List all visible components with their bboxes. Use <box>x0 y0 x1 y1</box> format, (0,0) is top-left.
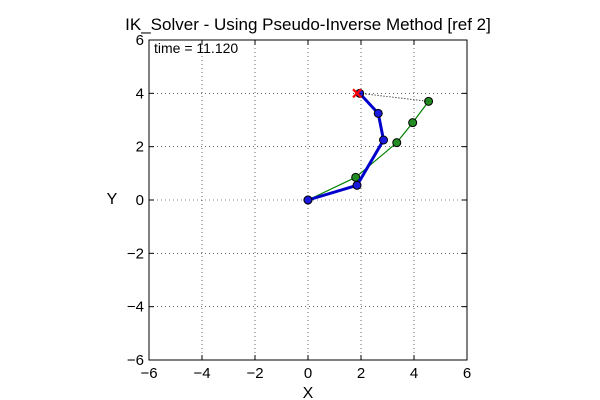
y-axis-label: Y <box>107 191 118 208</box>
green-arm-line <box>307 100 430 201</box>
blue-arm-point <box>352 180 362 190</box>
y-tick-label: 4 <box>136 85 144 102</box>
green-arm-point <box>408 118 418 128</box>
blue-arm-point <box>373 108 383 118</box>
x-tick-label: 4 <box>410 365 418 382</box>
y-tick-label: 2 <box>136 139 144 156</box>
dotted-link-line <box>359 92 429 102</box>
y-tick-label: 0 <box>136 192 144 209</box>
chart-title: IK_Solver - Using Pseudo-Inverse Method … <box>125 15 491 34</box>
x-tick-label: −2 <box>246 365 263 382</box>
x-tick-label: 0 <box>304 365 312 382</box>
y-tick-label: −6 <box>127 352 144 369</box>
axis-ticks: −6 −4 −2 0 2 4 6 −6 −4 −2 0 2 4 6 <box>127 32 471 382</box>
x-tick-label: −4 <box>193 365 210 382</box>
y-tick-label: 6 <box>136 32 144 49</box>
x-tick-label: 6 <box>463 365 471 382</box>
green-arm-point <box>392 138 402 148</box>
y-tick-label: −2 <box>127 245 144 262</box>
y-tick-label: −4 <box>127 299 144 316</box>
target-marker-stroke <box>352 88 362 99</box>
plot-series <box>303 88 434 205</box>
x-axis-label: X <box>303 385 314 400</box>
x-tick-label: 2 <box>357 365 365 382</box>
blue-arm-point <box>379 135 389 145</box>
time-annotation: time = 11.120 <box>154 40 238 56</box>
blue-arm-point <box>303 195 313 205</box>
x-tick-label: −6 <box>140 365 157 382</box>
